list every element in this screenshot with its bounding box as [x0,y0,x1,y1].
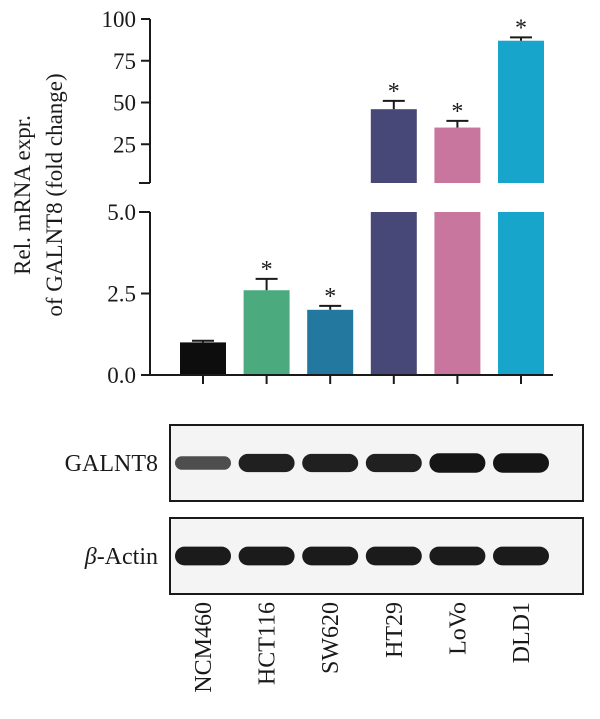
x-label-ht29: HT29 [382,602,408,658]
bar-sw620 [307,309,354,374]
blot-label-galnt8: GALNT8 [65,451,158,477]
blot-band [493,546,549,566]
significance-marker: * [451,99,463,125]
bar-ncm460 [180,342,226,374]
blot-band [429,453,486,473]
bar-ht29-upper [370,109,417,183]
x-label-ncm460: NCM460 [191,602,217,693]
bar-lovo-upper [434,127,481,183]
blot-label-actin: β-Actin [84,544,158,570]
blot-band [238,453,295,473]
beta-symbol: β [84,544,97,570]
blot-band [365,546,422,566]
y-axis-title-line1: Rel. mRNA expr. [10,115,35,275]
significance-marker: * [324,284,336,310]
bar-lovo-lower [434,212,481,374]
blot-band [302,546,359,566]
y-axis-title-line2: of GALNT8 (fold change) [42,73,67,316]
x-label-lovo: LoVo [445,602,471,655]
blot-band [175,546,231,566]
blot-band [175,456,231,470]
bar-ht29-lower [370,212,417,374]
y-tick-label: 0.0 [107,363,136,388]
bar-dld1-upper [498,40,544,184]
blot-band [493,453,549,473]
y-tick-label: 2.5 [107,282,136,307]
blot-band [365,453,422,473]
y-tick-label: 100 [102,7,137,32]
y-tick-label: 25 [113,132,136,157]
significance-marker: * [515,15,527,41]
significance-marker: * [261,257,273,283]
y-tick-label: 75 [113,49,136,74]
x-tick-labels: NCM460 HCT116 SW620 HT29 LoVo DLD1 [191,602,535,693]
y-tick-label: 50 [113,91,136,116]
blot-band [302,453,359,473]
chart-axes: 0.0 2.5 5.0 25 50 75 100 [102,7,553,388]
x-label-sw620: SW620 [318,602,344,674]
chart-bars: * * * * * [180,15,544,374]
western-blots: GALNT8 β-Actin [65,424,584,595]
x-label-hct116: HCT116 [255,602,281,685]
y-tick-label: 5.0 [107,200,136,225]
blot-band [429,546,486,566]
significance-marker: * [388,79,400,105]
bar-hct116 [243,290,290,374]
actin-text: -Actin [97,544,158,570]
x-label-dld1: DLD1 [509,602,535,663]
bar-dld1-lower [498,212,544,374]
blot-band [238,546,295,566]
